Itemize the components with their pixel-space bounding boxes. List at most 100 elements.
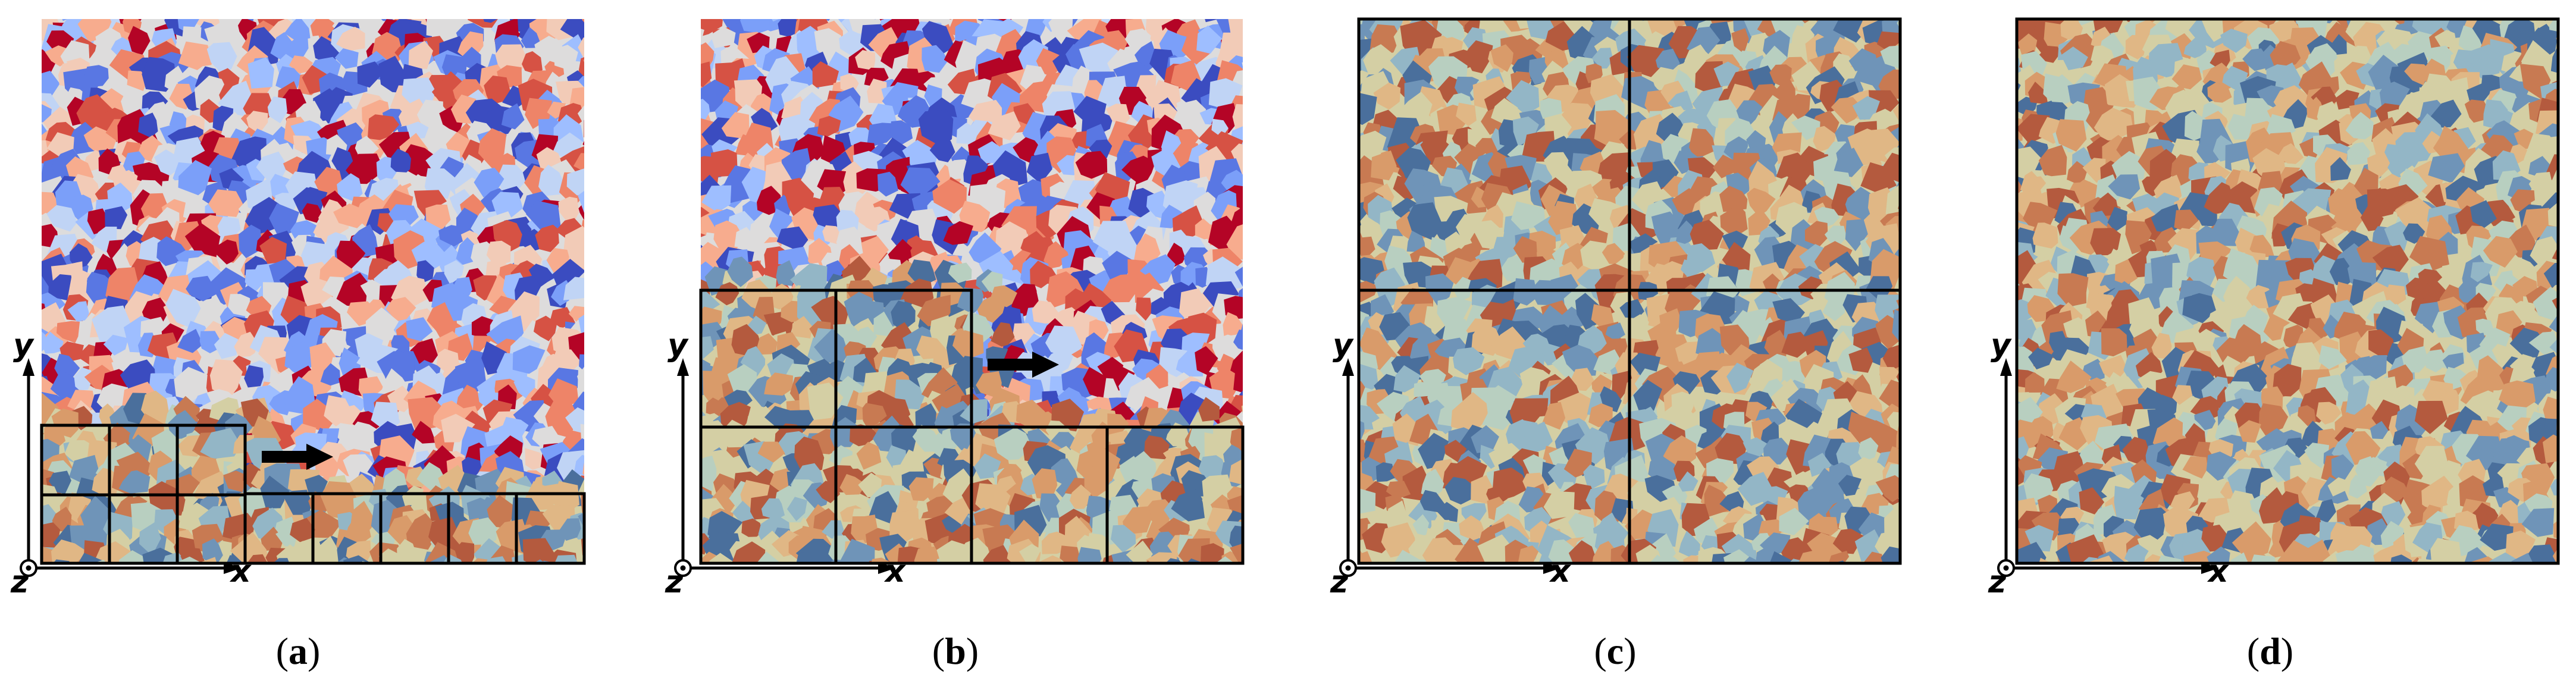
grain: [1747, 187, 1776, 217]
grain: [50, 369, 80, 403]
grain: [223, 470, 247, 492]
grain: [92, 305, 133, 346]
grain: [1371, 150, 1397, 181]
grain: [2138, 371, 2161, 391]
grain: [522, 51, 543, 74]
grain: [580, 424, 584, 451]
grain: [1248, 425, 1280, 450]
grain: [1257, 25, 1284, 59]
grain: [786, 497, 807, 522]
grain: [283, 376, 315, 415]
grain: [174, 556, 203, 563]
grain: [1591, 304, 1615, 331]
grain: [1407, 202, 1443, 240]
panel-d: y x z (d): [1973, 0, 2576, 687]
grain: [1843, 0, 1877, 17]
grain: [2569, 363, 2576, 389]
grain: [2512, 276, 2539, 297]
grain: [568, 565, 591, 596]
grain: [667, 0, 701, 19]
grain: [1798, 548, 1834, 563]
grain: [2528, 331, 2558, 355]
grain: [538, 164, 563, 196]
grain: [1256, 451, 1281, 473]
grain: [300, 278, 332, 306]
grain: [353, 0, 380, 17]
grain: [1196, 25, 1223, 54]
grain: [873, 311, 893, 337]
grain: [703, 570, 722, 593]
grain: [701, 500, 703, 508]
right-arrow-icon: [262, 444, 333, 470]
grain: [1246, 523, 1279, 555]
grain: [48, 274, 73, 302]
grain: [594, 447, 625, 481]
grain: [9, 81, 39, 109]
grain: [672, 120, 698, 152]
grain: [402, 77, 436, 107]
grain: [2561, 271, 2576, 297]
grain: [585, 300, 608, 321]
grain: [1332, 91, 1356, 111]
grain: [1833, 19, 1869, 43]
grain: [1873, 564, 1898, 593]
grain: [216, 239, 239, 265]
grain: [1252, 471, 1275, 490]
grain: [1057, 561, 1063, 563]
grain: [1436, 501, 1458, 522]
y-arrowhead-icon: [1342, 358, 1354, 376]
grain: [1455, 538, 1488, 563]
grain: [1048, 19, 1073, 40]
grain: [1250, 528, 1288, 553]
grain: [2182, 456, 2208, 479]
grain: [678, 231, 698, 256]
grain: [672, 277, 696, 299]
grain: [2448, 0, 2474, 15]
grain: [1885, 184, 1900, 219]
grain: [1903, 404, 1929, 431]
grain: [1256, 401, 1284, 428]
grain: [217, 216, 241, 243]
grain: [1905, 541, 1929, 560]
grain: [926, 0, 950, 18]
grain: [1490, 44, 1513, 72]
grain: [535, 224, 559, 252]
panel-c: y x z (c): [1315, 0, 1958, 687]
grain: [2220, 29, 2248, 53]
grain: [2025, 372, 2045, 393]
grain: [406, 317, 433, 341]
grain: [2017, 346, 2035, 377]
grain: [441, 413, 475, 443]
grain: [1247, 315, 1278, 357]
grain: [588, 495, 613, 518]
grain: [70, 243, 93, 269]
grain: [537, 19, 546, 22]
grain: [1906, 39, 1943, 71]
grain: [949, 423, 976, 450]
grain: [2557, 139, 2558, 146]
grain: [839, 473, 866, 495]
grain: [670, 137, 700, 169]
grain: [1610, 570, 1641, 598]
grain: [1548, 200, 1578, 236]
grain: [2414, 446, 2450, 479]
grain: [468, 19, 470, 20]
grain: [922, 45, 948, 73]
grain: [1233, 364, 1243, 393]
grain: [720, 401, 751, 432]
grain: [42, 331, 64, 354]
grain: [2562, 450, 2576, 473]
grain: [2017, 146, 2041, 181]
grain: [1027, 579, 1052, 603]
grain: [1502, 19, 1504, 20]
grain: [573, 153, 584, 172]
grain: [2017, 178, 2023, 196]
grain: [1756, 545, 1775, 563]
grain: [1456, 102, 1477, 127]
grain: [1627, 45, 1668, 77]
grain: [1570, 368, 1595, 391]
grain: [554, 572, 585, 603]
grain: [1418, 432, 1449, 469]
grain: [2090, 228, 2121, 256]
grain: [554, 45, 578, 72]
